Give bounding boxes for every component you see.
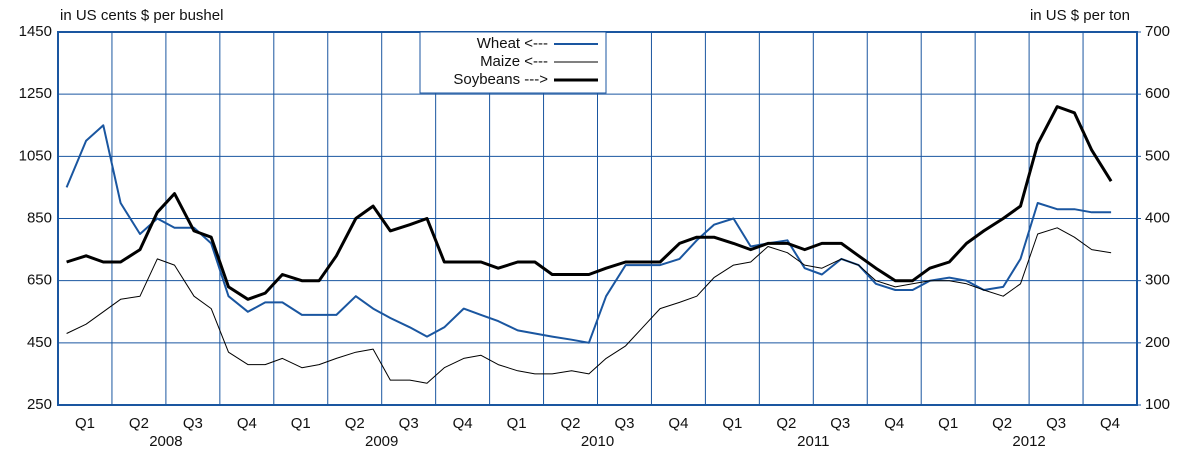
y-tick-label: 1050 <box>19 147 52 164</box>
y-tick-label: 250 <box>27 396 52 413</box>
y2-tick-label: 600 <box>1145 85 1170 102</box>
x-tick-label: Q3 <box>183 415 203 432</box>
x-tick-label: Q1 <box>75 415 95 432</box>
data-line <box>65 124 1112 344</box>
x-tick-label: Q4 <box>668 415 688 432</box>
y2-tick-label: 100 <box>1145 396 1170 413</box>
legend-label: Maize <--- <box>480 53 548 70</box>
x-tick-label: Q2 <box>776 415 796 432</box>
y2-tick-label: 200 <box>1145 334 1170 351</box>
x-tick-label: Q3 <box>830 415 850 432</box>
x-tick-label: Q2 <box>129 415 149 432</box>
y2-axis-title: in US $ per ton <box>1030 7 1130 24</box>
year-label: 2011 <box>797 433 829 450</box>
y-tick-label: 1450 <box>19 23 52 40</box>
x-tick-label: Q1 <box>722 415 742 432</box>
year-label: 2009 <box>365 433 398 450</box>
y2-tick-label: 500 <box>1145 147 1170 164</box>
year-label: 2008 <box>149 433 182 450</box>
x-tick-label: Q3 <box>1046 415 1066 432</box>
x-tick-label: Q2 <box>561 415 581 432</box>
x-tick-label: Q4 <box>237 415 257 432</box>
x-tick-label: Q2 <box>992 415 1012 432</box>
x-tick-label: Q4 <box>453 415 473 432</box>
data-line <box>66 105 1113 301</box>
year-label: 2012 <box>1012 433 1045 450</box>
data-line <box>66 227 1112 384</box>
y-axis-title: in US cents $ per bushel <box>60 7 223 24</box>
x-tick-label: Q1 <box>938 415 958 432</box>
x-tick-label: Q2 <box>345 415 365 432</box>
legend-label: Wheat <--- <box>477 35 548 52</box>
x-tick-label: Q4 <box>1100 415 1120 432</box>
y-tick-label: 450 <box>27 334 52 351</box>
x-tick-label: Q3 <box>614 415 634 432</box>
y2-tick-label: 700 <box>1145 23 1170 40</box>
x-tick-label: Q4 <box>884 415 904 432</box>
y-tick-label: 850 <box>27 209 52 226</box>
y2-tick-label: 300 <box>1145 272 1170 289</box>
y2-tick-label: 400 <box>1145 209 1170 226</box>
legend-label: Soybeans ---> <box>453 71 548 88</box>
x-tick-label: Q1 <box>291 415 311 432</box>
legend: Wheat <---Maize <---Soybeans ---> <box>419 31 607 94</box>
y-tick-label: 1250 <box>19 85 52 102</box>
y-tick-label: 650 <box>27 272 52 289</box>
year-label: 2010 <box>581 433 614 450</box>
x-tick-label: Q3 <box>399 415 419 432</box>
x-tick-label: Q1 <box>507 415 527 432</box>
